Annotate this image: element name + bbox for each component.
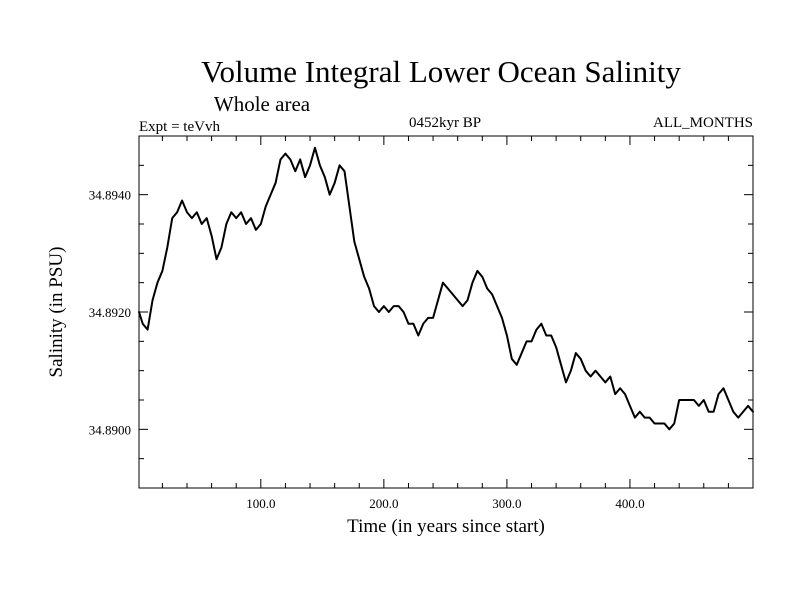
salinity-series-line xyxy=(138,146,754,431)
x-axis-ticks xyxy=(161,136,729,488)
y-axis-title: Salinity (in PSU) xyxy=(46,247,67,378)
experiment-label: Expt = teVvh xyxy=(139,119,220,135)
chart-subtitle: Whole area xyxy=(214,92,311,116)
chart-title: Volume Integral Lower Ocean Salinity xyxy=(201,54,681,89)
x-axis-tick-labels: 100.0 200.0 300.0 400.0 xyxy=(246,496,644,511)
months-label: ALL_MONTHS xyxy=(653,115,753,131)
y-tick-label: 34.8940 xyxy=(89,188,131,203)
y-tick-label: 34.8920 xyxy=(89,305,131,320)
y-tick-label: 34.8900 xyxy=(89,422,131,437)
x-tick-label: 400.0 xyxy=(615,496,644,511)
y-axis-tick-labels: 34.8900 34.8920 34.8940 xyxy=(89,188,131,438)
x-tick-label: 200.0 xyxy=(369,496,398,511)
period-label: 0452kyr BP xyxy=(409,115,481,131)
x-tick-label: 100.0 xyxy=(246,496,275,511)
plot-frame xyxy=(138,135,754,489)
x-axis-title: Time (in years since start) xyxy=(347,516,545,537)
x-tick-label: 300.0 xyxy=(492,496,521,511)
y-axis-ticks xyxy=(139,164,753,460)
